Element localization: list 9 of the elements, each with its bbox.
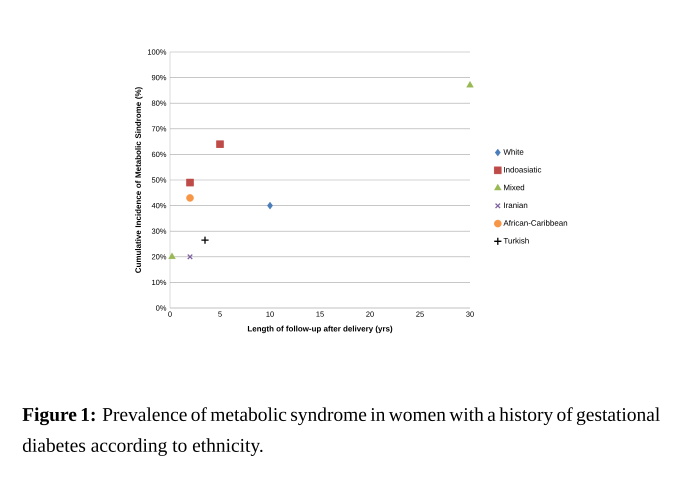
point <box>187 254 193 260</box>
point <box>186 178 194 186</box>
point <box>186 194 194 202</box>
point <box>267 202 273 210</box>
point <box>168 252 176 260</box>
point <box>216 140 224 148</box>
point <box>200 236 210 244</box>
point <box>466 81 474 88</box>
text: Figure 1: Prevalence of metabolic syndrome in women with a history of gestational diabetes according to ethnicity. <box>22 407 660 456</box>
